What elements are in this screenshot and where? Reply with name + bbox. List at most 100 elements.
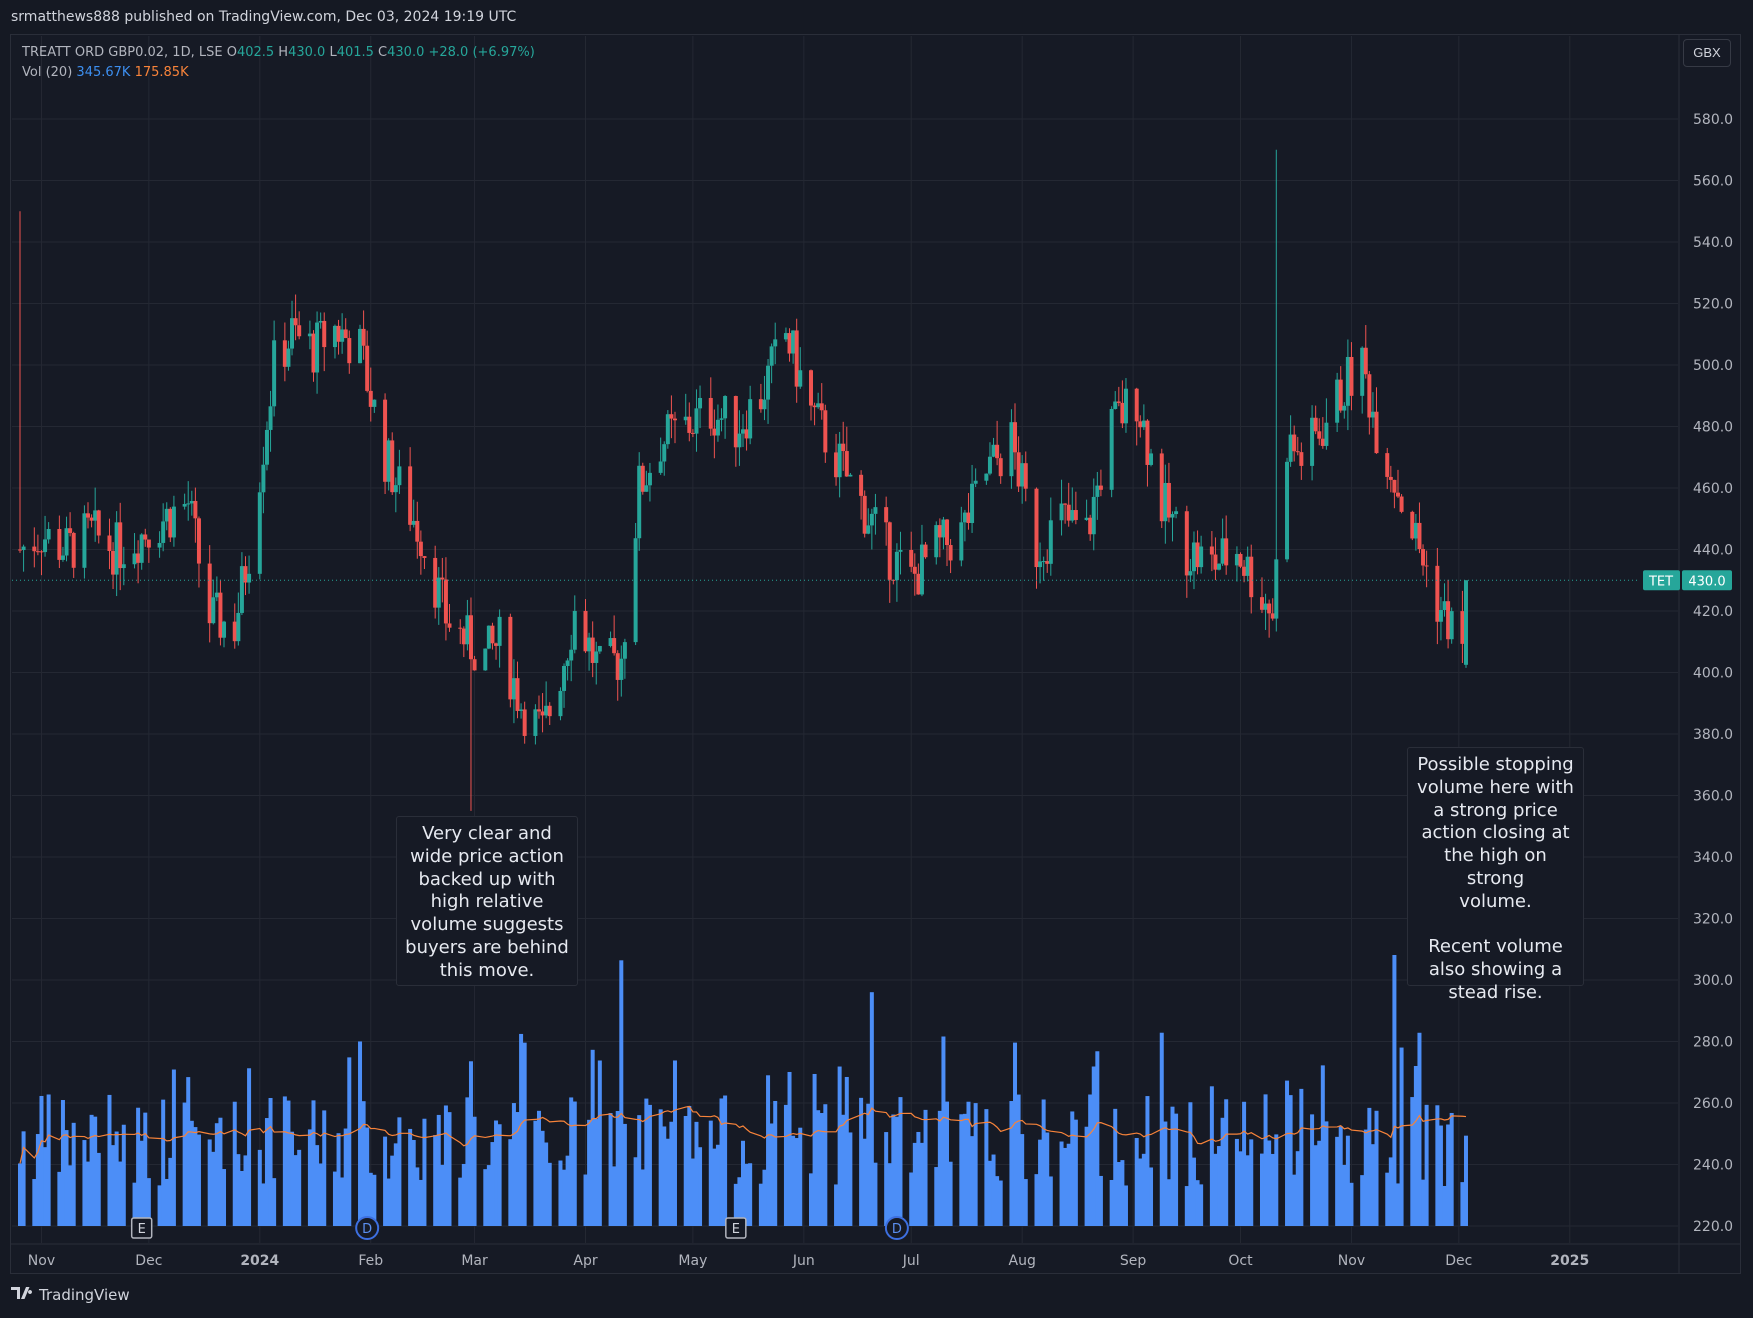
x-tick-label: 2024 — [240, 1253, 279, 1269]
footer-brand[interactable]: TradingView — [11, 1286, 130, 1304]
volume-bar — [483, 1169, 488, 1226]
candle-body — [307, 333, 312, 337]
volume-bar — [461, 1163, 466, 1226]
symbol-label[interactable]: TREATT ORD GBP0.02, 1D, LSE — [22, 45, 223, 60]
candle-body — [21, 546, 26, 551]
candle-body — [1088, 517, 1093, 535]
y-tick-label: 360.0 — [1693, 789, 1733, 805]
volume-bar — [966, 1101, 971, 1226]
y-tick-label: 460.0 — [1693, 481, 1733, 497]
candle-body — [189, 500, 194, 504]
currency-button[interactable]: GBX — [1683, 39, 1731, 67]
volume-bar — [859, 1097, 864, 1226]
volume-bar — [143, 1112, 148, 1226]
candle-body — [662, 444, 667, 462]
volume-bar — [1417, 1032, 1422, 1226]
volume-bar — [89, 1114, 94, 1226]
candle-body — [547, 705, 552, 717]
candle-body — [597, 645, 602, 652]
candle-body — [35, 551, 40, 553]
volume-bar — [468, 1061, 473, 1226]
candle-body — [465, 615, 470, 645]
earnings-marker-icon — [130, 1217, 153, 1239]
candle-body — [1410, 511, 1415, 539]
candle-body — [1066, 504, 1071, 521]
volume-bar — [411, 1139, 416, 1226]
volume-ma-line — [19, 1105, 1467, 1164]
candle-body — [862, 495, 867, 534]
candle-body — [340, 329, 345, 342]
volume-bar — [336, 1133, 341, 1226]
volume-bar — [1395, 1183, 1400, 1226]
x-tick-label: Jul — [902, 1253, 920, 1269]
x-tick-label: Dec — [1445, 1253, 1472, 1269]
volume-bar — [945, 1101, 950, 1226]
x-tick-label: Mar — [461, 1253, 488, 1269]
volume-bar — [540, 1130, 545, 1226]
candle-body — [293, 318, 298, 326]
volume-bar — [1299, 1088, 1304, 1226]
candle-body — [1188, 571, 1193, 576]
candle-body — [322, 320, 327, 348]
volume-bar — [1345, 1135, 1350, 1226]
volume-bar — [1059, 1141, 1064, 1226]
volume-bar — [218, 1117, 223, 1226]
candle-body — [57, 529, 62, 560]
candle-body — [1438, 610, 1443, 622]
annotation-stopping-volume[interactable]: Possible stopping volume here with a str… — [1407, 747, 1584, 1003]
ticker-tag-label: TET — [1648, 574, 1673, 589]
candle-body — [222, 621, 227, 638]
event-marker-label: D — [892, 1222, 902, 1237]
volume-bar — [547, 1162, 552, 1226]
volume-bar — [1149, 1167, 1154, 1226]
volume-bar — [783, 1104, 788, 1226]
volume-bar — [565, 1155, 570, 1226]
volume-legend: Vol (20) 345.67K 175.85K — [22, 63, 535, 83]
volume-bar — [662, 1126, 667, 1226]
candle-body — [798, 370, 803, 387]
candle-body — [769, 346, 774, 366]
candle-body — [1059, 503, 1064, 521]
volume-bar — [415, 1167, 420, 1226]
candle-body — [916, 573, 921, 595]
candle-body — [433, 557, 438, 608]
candle-body — [1166, 482, 1171, 518]
candle-body — [1249, 556, 1254, 598]
candle-body — [236, 612, 241, 642]
volume-bar — [834, 1184, 839, 1226]
candle-body — [93, 510, 98, 521]
y-tick-label: 280.0 — [1693, 1035, 1733, 1051]
volume-label[interactable]: Vol (20) — [22, 65, 73, 80]
volume-bar — [315, 1145, 320, 1226]
candle-body — [247, 573, 252, 583]
volume-bar — [1199, 1184, 1204, 1226]
volume-bar — [812, 1073, 817, 1226]
candle-body — [698, 397, 703, 409]
candle-body — [987, 456, 992, 474]
volume-bar — [712, 1148, 717, 1226]
volume-bar — [71, 1122, 76, 1226]
annotation-buyers[interactable]: Very clear and wide price action backed … — [396, 816, 578, 986]
candle-body — [533, 709, 538, 736]
volume-bar — [719, 1098, 724, 1226]
volume-bar — [1020, 1134, 1025, 1226]
chart-area[interactable] — [10, 34, 1741, 1274]
candle-body — [390, 440, 395, 493]
candle-body — [211, 597, 216, 624]
volume-bar — [608, 1113, 613, 1226]
volume-bar — [214, 1123, 219, 1226]
volume-bar — [916, 1131, 921, 1226]
volume-bar — [368, 1172, 373, 1226]
candle-body — [1134, 388, 1139, 422]
volume-bar — [1088, 1094, 1093, 1226]
candle-body — [1313, 417, 1318, 432]
candle-body — [1149, 453, 1154, 465]
volume-bar — [715, 1144, 720, 1226]
candle-body — [594, 651, 599, 663]
candle-body — [361, 328, 366, 346]
candle-body — [619, 658, 624, 680]
candle-body — [440, 577, 445, 580]
candle-body — [1285, 461, 1290, 560]
candle-body — [740, 429, 745, 434]
